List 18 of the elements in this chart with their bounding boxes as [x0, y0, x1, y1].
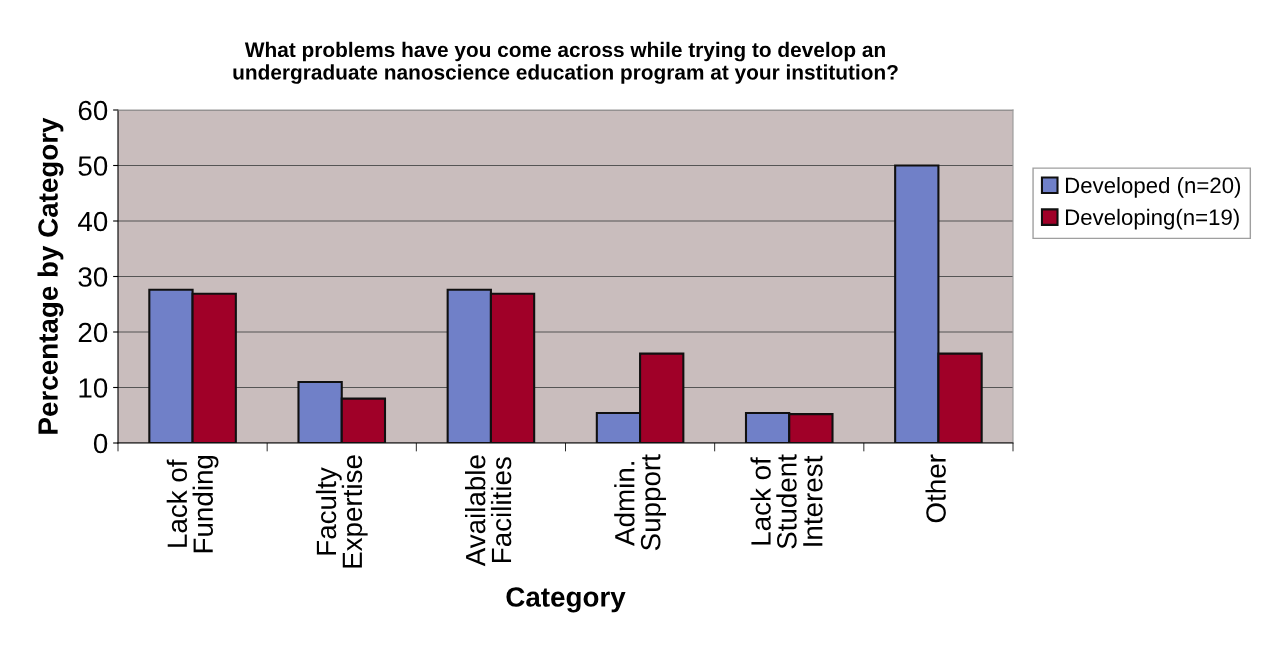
- y-tick-label: 40: [78, 211, 108, 232]
- legend-label: Developed (n=20): [1066, 176, 1241, 198]
- legend-label: Developing(n=19): [1066, 208, 1239, 230]
- x-tick-label: Lack of Funding: [166, 455, 219, 553]
- y-tick-label: 30: [78, 267, 108, 287]
- y-tick-label: 0: [93, 433, 108, 454]
- y-tick-label: 10: [79, 378, 108, 398]
- y-tick-label: 20: [78, 322, 108, 343]
- y-tick-label: 50: [78, 156, 108, 176]
- y-tick-label: 60: [78, 100, 108, 121]
- x-tick-label: Other: [925, 454, 946, 523]
- y-axis-title: Percentage by Category: [37, 117, 64, 434]
- x-tick-label: Faculty Expertise: [315, 455, 368, 568]
- x-tick-label: Admin. Support: [614, 454, 666, 551]
- x-tick-label: Available Facilities: [465, 455, 512, 567]
- x-tick-label: Lack of Student Interest: [750, 454, 823, 549]
- x-axis-title: Category: [506, 587, 626, 613]
- chart-title: What problems have you come across while trying to develop an undergraduate nanoscience education program at your institution?: [233, 41, 898, 84]
